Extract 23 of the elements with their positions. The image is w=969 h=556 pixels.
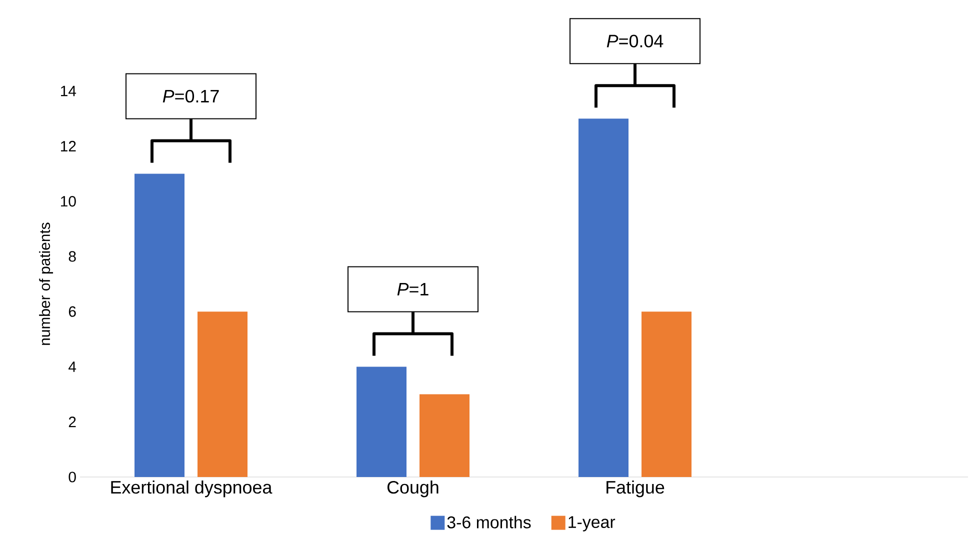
y-tick-label: 2	[68, 416, 76, 428]
bar	[134, 174, 185, 477]
bar	[356, 366, 407, 477]
y-tick-label: 0	[68, 472, 76, 482]
legend-label: 3-6 months	[447, 516, 531, 528]
bar	[198, 312, 248, 477]
y-tick-label: 12	[61, 140, 76, 152]
x-tick-label: Exertional dyspnoea	[111, 480, 272, 498]
legend-label: 1-year	[568, 516, 616, 532]
x-tick-label: Cough	[387, 480, 438, 498]
bar	[578, 118, 629, 477]
annotation: P=0.17	[162, 90, 219, 103]
y-tick-label: 8	[68, 251, 76, 262]
bar	[642, 312, 692, 477]
y-tick-label: 14	[61, 86, 76, 96]
annotation: P=1	[397, 283, 428, 296]
y-axis-title: number of patients	[39, 222, 54, 345]
text: P=0.04	[606, 34, 664, 48]
x-tick-label: Fatigue	[606, 480, 664, 498]
bar	[420, 394, 470, 477]
y-tick-label: 10	[61, 196, 76, 207]
y-tick-label: 4	[68, 362, 76, 372]
y-tick-label: 6	[68, 306, 76, 317]
